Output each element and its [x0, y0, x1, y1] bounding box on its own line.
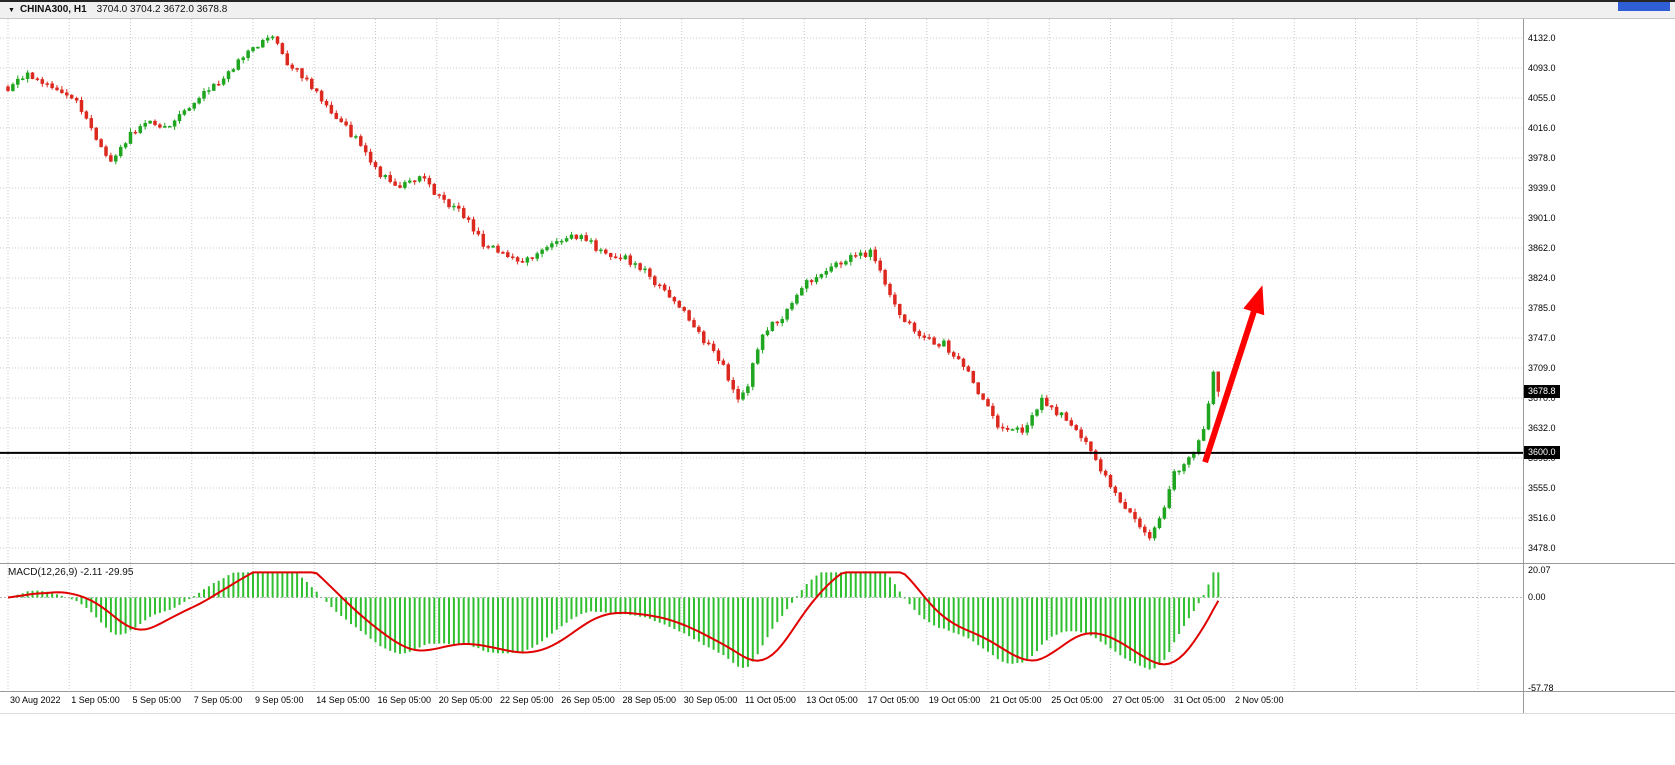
- price-tick-label: 3785.0: [1528, 303, 1556, 313]
- macd-scale-label: 0.00: [1528, 592, 1546, 603]
- trend-arrow[interactable]: [1202, 285, 1265, 464]
- macd-scale-label: -57.78: [1528, 683, 1554, 693]
- date-label: 28 Sep 05:00: [622, 695, 677, 705]
- price-tick-label: 4093.0: [1528, 63, 1556, 73]
- candles-layer: [6, 34, 1221, 541]
- date-label: 13 Oct 05:00: [806, 695, 858, 705]
- date-label: 1 Sep 05:00: [71, 695, 120, 705]
- date-label: 2 Nov 05:00: [1235, 695, 1284, 705]
- window-bottom-edge: [0, 713, 1675, 714]
- price-tick-label: 3978.0: [1528, 153, 1556, 163]
- date-label: 26 Sep 05:00: [561, 695, 615, 705]
- price-badge: 3678.8: [1524, 384, 1560, 398]
- price-tick-label: 3862.0: [1528, 243, 1556, 253]
- date-label: 21 Oct 05:00: [990, 695, 1042, 705]
- price-scale[interactable]: [1524, 19, 1674, 691]
- price-tick-label: 4132.0: [1528, 33, 1556, 43]
- chart-header: ▼ CHINA300, H1 3704.0 3704.2 3672.0 3678…: [0, 2, 1675, 19]
- macd-indicator-label: MACD(12,26,9) -2.11 -29.95: [8, 567, 134, 578]
- price-tick-label: 3824.0: [1528, 273, 1556, 283]
- date-label: 16 Sep 05:00: [377, 695, 432, 705]
- price-tick-label: 3670.0: [1528, 393, 1556, 403]
- date-label: 27 Oct 05:00: [1112, 695, 1165, 705]
- price-tick-label: 3747.0: [1528, 333, 1556, 343]
- price-tick-label: 3709.0: [1528, 363, 1556, 373]
- scrollbar-fragment: [1618, 2, 1670, 11]
- indicator-splitter[interactable]: [0, 563, 1675, 564]
- price-badge: 3600.0: [1524, 446, 1560, 460]
- date-label: 25 Oct 05:00: [1051, 695, 1103, 705]
- date-label: 30 Aug 2022: [10, 695, 61, 705]
- date-label: 11 Oct 05:00: [745, 695, 796, 705]
- price-tick-label: 4016.0: [1528, 123, 1556, 133]
- ohlc-readout: 3704.0 3704.2 3672.0 3678.8: [96, 4, 228, 15]
- price-tick-label: 3632.0: [1528, 423, 1556, 433]
- price-scale-separator: [1523, 19, 1524, 713]
- macd-signal-line: [7, 571, 1220, 666]
- date-label: 20 Sep 05:00: [438, 695, 493, 705]
- date-label: 7 Sep 05:00: [193, 695, 243, 705]
- price-tick-label: 3901.0: [1528, 213, 1556, 223]
- price-tick-label: 3516.0: [1528, 513, 1556, 523]
- date-label: 30 Sep 05:00: [683, 695, 738, 705]
- date-label: 14 Sep 05:00: [316, 695, 370, 705]
- price-tick-label: 4055.0: [1528, 93, 1556, 103]
- date-axis-separator: [0, 691, 1675, 692]
- macd-histogram-layer: [11, 572, 1220, 670]
- macd-scale-label: 20.07: [1528, 565, 1551, 575]
- date-label: 22 Sep 05:00: [500, 695, 554, 705]
- symbol-timeframe-label: CHINA300, H1: [19, 4, 87, 15]
- date-label: 17 Oct 05:00: [867, 695, 920, 705]
- window-top-edge: [0, 0, 1675, 2]
- date-label: 5 Sep 05:00: [132, 695, 182, 705]
- price-tick-label: 3478.0: [1528, 543, 1556, 553]
- date-label: 19 Oct 05:00: [928, 695, 981, 705]
- price-tick-label: 3555.0: [1528, 483, 1556, 493]
- chevron-down-icon[interactable]: ▼: [8, 6, 15, 14]
- date-label: 31 Oct 05:00: [1173, 695, 1226, 705]
- price-tick-label: 3939.0: [1528, 183, 1556, 193]
- date-label: 9 Sep 05:00: [255, 695, 304, 705]
